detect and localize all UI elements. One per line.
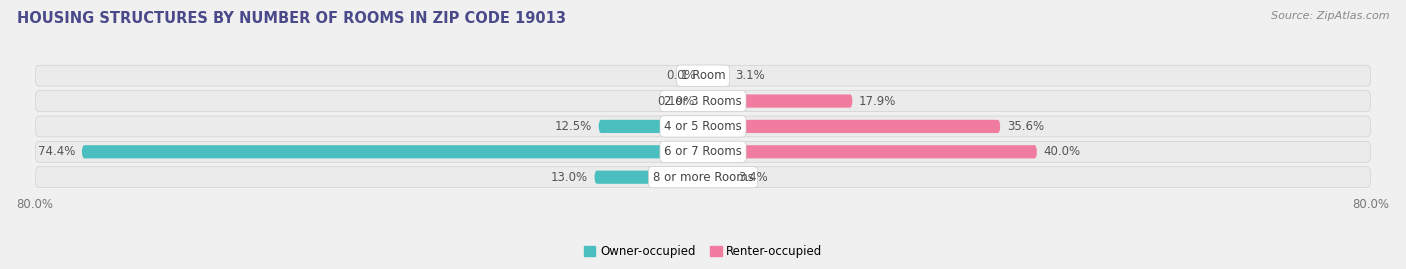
Text: 13.0%: 13.0% — [551, 171, 588, 184]
Text: HOUSING STRUCTURES BY NUMBER OF ROOMS IN ZIP CODE 19013: HOUSING STRUCTURES BY NUMBER OF ROOMS IN… — [17, 11, 565, 26]
Text: 0.0%: 0.0% — [666, 69, 696, 82]
Text: 12.5%: 12.5% — [555, 120, 592, 133]
FancyBboxPatch shape — [82, 145, 703, 158]
Text: 6 or 7 Rooms: 6 or 7 Rooms — [664, 145, 742, 158]
FancyBboxPatch shape — [703, 120, 1000, 133]
Text: 40.0%: 40.0% — [1043, 145, 1081, 158]
FancyBboxPatch shape — [35, 65, 1371, 86]
Text: 3.4%: 3.4% — [738, 171, 768, 184]
FancyBboxPatch shape — [703, 69, 728, 82]
FancyBboxPatch shape — [700, 94, 704, 108]
FancyBboxPatch shape — [599, 120, 703, 133]
Legend: Owner-occupied, Renter-occupied: Owner-occupied, Renter-occupied — [583, 245, 823, 258]
Text: 74.4%: 74.4% — [38, 145, 75, 158]
FancyBboxPatch shape — [703, 145, 1036, 158]
FancyBboxPatch shape — [35, 167, 1371, 187]
FancyBboxPatch shape — [35, 141, 1371, 162]
Text: 3.1%: 3.1% — [735, 69, 765, 82]
Text: 2 or 3 Rooms: 2 or 3 Rooms — [664, 94, 742, 108]
Text: 35.6%: 35.6% — [1007, 120, 1045, 133]
FancyBboxPatch shape — [35, 116, 1371, 137]
FancyBboxPatch shape — [35, 91, 1371, 111]
Text: 1 Room: 1 Room — [681, 69, 725, 82]
FancyBboxPatch shape — [703, 94, 852, 108]
Text: Source: ZipAtlas.com: Source: ZipAtlas.com — [1271, 11, 1389, 21]
Text: 17.9%: 17.9% — [859, 94, 897, 108]
Text: 0.19%: 0.19% — [658, 94, 695, 108]
FancyBboxPatch shape — [595, 171, 703, 184]
Text: 8 or more Rooms: 8 or more Rooms — [652, 171, 754, 184]
Text: 4 or 5 Rooms: 4 or 5 Rooms — [664, 120, 742, 133]
FancyBboxPatch shape — [703, 171, 731, 184]
